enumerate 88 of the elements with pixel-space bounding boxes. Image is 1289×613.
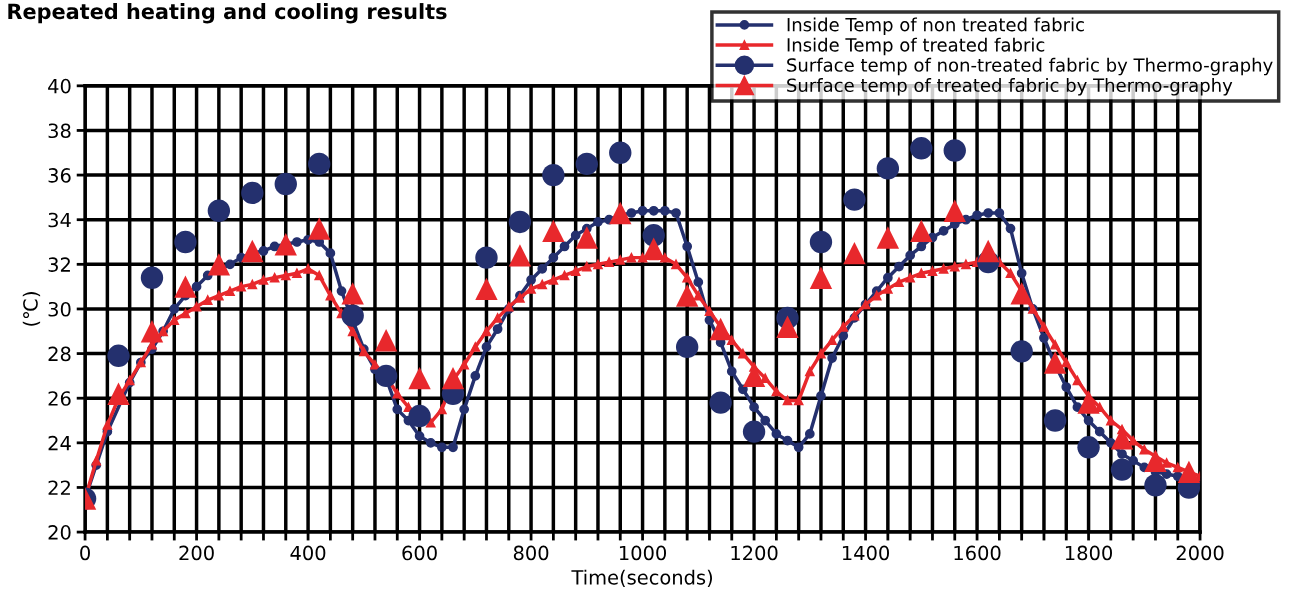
x-tick-label: 1800 xyxy=(1065,545,1113,561)
point xyxy=(441,366,465,390)
y-tick-label: 32 xyxy=(48,257,70,272)
point xyxy=(174,230,197,254)
point xyxy=(241,181,264,205)
point xyxy=(1077,436,1100,459)
point xyxy=(1077,391,1100,414)
point xyxy=(107,344,130,368)
point xyxy=(876,157,900,180)
y-tick-label: 36 xyxy=(48,168,71,183)
point xyxy=(642,237,665,260)
chart-title: Repeated heating and cooling results xyxy=(8,3,447,24)
point xyxy=(1043,351,1067,374)
x-tick-label: 1400 xyxy=(842,545,890,561)
point xyxy=(308,217,331,240)
point xyxy=(1144,474,1167,497)
point xyxy=(274,233,297,256)
point xyxy=(508,244,532,267)
point xyxy=(843,241,866,265)
y-tick-label: 38 xyxy=(48,123,71,139)
point xyxy=(1010,282,1033,305)
point xyxy=(1144,449,1167,472)
y-tick-label: 26 xyxy=(48,391,71,406)
point xyxy=(475,277,498,301)
point xyxy=(776,315,799,338)
point xyxy=(910,219,933,243)
y-tick-label: 22 xyxy=(48,480,70,495)
legend-label: Surface temp of treated fabric by Thermo-graphy xyxy=(787,78,1233,96)
point xyxy=(809,230,833,254)
y-tick-label: 34 xyxy=(48,212,71,228)
point xyxy=(107,382,130,405)
point xyxy=(575,152,599,176)
point xyxy=(809,266,833,289)
point xyxy=(174,275,197,298)
point xyxy=(140,320,164,343)
y-axis-title: (℃) xyxy=(22,292,41,326)
point xyxy=(675,284,699,307)
point xyxy=(1043,409,1067,432)
point xyxy=(508,210,532,234)
y-tick-label: 28 xyxy=(48,346,71,362)
point xyxy=(575,226,599,249)
legend-label: Inside Temp of non treated fabric xyxy=(787,17,1084,35)
point xyxy=(542,219,565,243)
x-tick-label: 1200 xyxy=(731,545,778,561)
point xyxy=(609,201,632,225)
point xyxy=(609,141,632,164)
point xyxy=(943,199,966,222)
point xyxy=(675,335,699,359)
point xyxy=(207,199,231,222)
point xyxy=(408,404,431,428)
point xyxy=(274,172,297,196)
point xyxy=(241,239,264,263)
y-tick-label: 30 xyxy=(48,301,71,317)
point xyxy=(1177,460,1201,484)
x-tick-label: 2000 xyxy=(1176,545,1224,561)
point xyxy=(977,239,1000,263)
point xyxy=(709,317,732,341)
point xyxy=(542,163,565,187)
point xyxy=(910,137,933,160)
point xyxy=(1110,458,1134,481)
point xyxy=(207,253,231,276)
point xyxy=(341,304,364,327)
point xyxy=(408,366,431,390)
point xyxy=(140,266,164,289)
x-tick-label: 0 xyxy=(80,545,90,561)
point xyxy=(308,152,331,176)
legend-label: Surface temp of non-treated fabric by Thermo-graphy xyxy=(787,57,1273,76)
legend-label: Inside Temp of treated fabric xyxy=(787,37,1045,56)
y-tick-label: 20 xyxy=(48,525,71,540)
point xyxy=(374,328,398,352)
point xyxy=(742,420,766,443)
x-tick-label: 1000 xyxy=(619,545,667,561)
x-tick-label: 800 xyxy=(513,545,549,561)
x-tick-label: 1600 xyxy=(954,545,1001,561)
y-tick-label: 24 xyxy=(48,435,71,451)
point xyxy=(1010,340,1033,363)
point xyxy=(709,391,732,414)
x-tick-label: 200 xyxy=(179,545,214,561)
point xyxy=(876,226,900,249)
x-axis-title: Time(seconds) xyxy=(571,569,713,587)
point xyxy=(374,364,398,388)
point xyxy=(943,139,966,162)
point xyxy=(341,282,364,305)
point xyxy=(475,246,498,269)
x-tick-label: 400 xyxy=(290,545,326,561)
point xyxy=(843,188,866,211)
x-tick-label: 600 xyxy=(402,545,437,561)
y-tick-label: 40 xyxy=(48,78,71,94)
